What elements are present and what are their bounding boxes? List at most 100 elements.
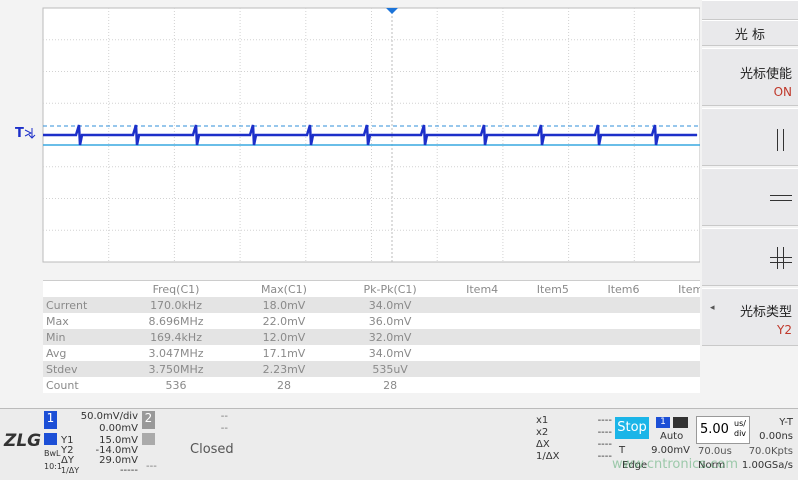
readout-label: 1/ΔX	[536, 451, 560, 462]
cell: 3.047MHz	[148, 346, 204, 360]
cell	[657, 329, 700, 345]
table-row: Min 169.4kHz 12.0mV 32.0mV	[43, 329, 700, 345]
readout-label: x2	[536, 427, 549, 438]
header-row: Freq(C1) Max(C1) Pk-Pk(C1) Item4 Item5 Item6 I…	[43, 281, 700, 297]
memory-depth: 70.0Kpts	[748, 446, 793, 457]
status-bar: ZLG 1 50.0mV/div 0.00mV BwL 10:1 Y1 15.0…	[0, 408, 798, 480]
cell: 17.1mV	[262, 346, 306, 360]
cell	[445, 361, 516, 377]
cell: 170.0kHz	[150, 298, 202, 312]
column-header: Item5	[536, 282, 569, 296]
row-label: Count	[46, 378, 79, 392]
cell	[587, 345, 658, 361]
type-label: 光标类型	[739, 305, 792, 320]
ch2-extra: ---	[146, 461, 157, 472]
menu-title: 光 标	[702, 20, 798, 46]
ch2-coupling	[142, 433, 155, 445]
cell: 28	[276, 378, 291, 392]
trigger-level: 9.00mV	[651, 445, 690, 456]
ch2-scale: --	[220, 411, 228, 422]
timebase-unit-bottom: div	[734, 429, 747, 438]
cell	[516, 313, 587, 329]
row-label: Avg	[46, 346, 67, 360]
cell: 36.0mV	[368, 314, 412, 328]
cell: 3.750MHz	[148, 362, 204, 376]
cell	[587, 297, 658, 313]
cell	[445, 297, 516, 313]
ch1-number[interactable]: 1	[44, 411, 57, 429]
enable-value: ON	[773, 85, 792, 99]
cell: 535uV	[372, 362, 408, 376]
y1-label: Y1	[61, 435, 74, 446]
cell	[445, 313, 516, 329]
cell	[516, 329, 587, 345]
ch1-offset: 0.00mV	[99, 423, 138, 434]
cell: 22.0mV	[262, 314, 306, 328]
dy: 29.0mV	[99, 455, 138, 466]
cell: 536	[165, 378, 187, 392]
acq-mode: Norm	[698, 460, 726, 471]
timebase-unit-top: us/	[734, 419, 746, 428]
ch2-number[interactable]: 2	[142, 411, 155, 429]
readout-value: ----	[597, 427, 612, 438]
cell	[445, 329, 516, 345]
trigger-level-label: T	[619, 445, 626, 456]
waveform-view: T	[15, 7, 700, 263]
cell	[587, 377, 658, 393]
corner	[43, 281, 116, 297]
readout-value: ----	[597, 451, 612, 462]
table-row: Stdev 3.750MHz 2.23mV 535uV	[43, 361, 700, 377]
measure-table: Freq(C1) Max(C1) Pk-Pk(C1) Item4 Item5 Item6 I…	[43, 280, 700, 393]
cell: 8.696MHz	[148, 314, 204, 328]
y1: 15.0mV	[99, 435, 138, 446]
trigger-type: Edge	[622, 460, 648, 471]
cell: 32.0mV	[368, 330, 412, 344]
column-header: Item4	[466, 282, 499, 296]
channel-marker	[24, 128, 36, 139]
readout-label: x1	[536, 415, 549, 426]
inv-dy: -----	[119, 465, 138, 476]
cell: 2.23mV	[262, 362, 306, 376]
cell	[445, 377, 516, 393]
column-header: Pk-Pk(C1)	[363, 282, 417, 296]
cursor-readout: x1 ---- x2 ---- ΔX ---- 1/ΔX ----	[536, 415, 612, 463]
cell	[587, 361, 658, 377]
run-stop[interactable]: Stop	[615, 417, 649, 439]
table-row: Avg 3.047MHz 17.1mV 34.0mV	[43, 345, 700, 361]
readout-value: ----	[597, 439, 612, 450]
timebase-box[interactable]: 5.00 us/ div	[696, 416, 750, 444]
menu-horizontal-cursors[interactable]	[702, 168, 798, 226]
timebase-mode: Y-T	[779, 417, 793, 428]
column-header: Max(C1)	[260, 282, 307, 296]
enable-label: 光标使能	[739, 67, 792, 82]
ch1-scale: 50.0mV/div	[80, 411, 138, 422]
ch2-status: Closed	[190, 442, 234, 457]
y2-label: Y2	[61, 445, 74, 456]
table-row: Current 170.0kHz 18.0mV 34.0mV	[43, 297, 700, 313]
ch1-bw: BwL	[44, 449, 61, 458]
readout-row: ΔX ----	[536, 439, 612, 451]
row-label: Current	[46, 298, 88, 312]
menu-enable[interactable]: 光标使能 ON	[702, 48, 798, 106]
cell	[516, 361, 587, 377]
y2: -14.0mV	[95, 445, 138, 456]
cell	[516, 297, 587, 313]
column-header: Freq(C1)	[152, 282, 200, 296]
cell	[516, 345, 587, 361]
type-value: Y2	[777, 323, 792, 337]
menu-cursor-type[interactable]: ◂ 光标类型 Y2	[702, 288, 798, 346]
icon	[770, 257, 792, 263]
column-header: Item7	[678, 282, 700, 296]
menu-top	[702, 0, 798, 20]
icon	[770, 195, 792, 201]
readout-label: ΔX	[536, 439, 550, 450]
ch1-coupling	[44, 433, 57, 445]
cell: 34.0mV	[368, 346, 412, 360]
menu-vertical-cursors[interactable]	[702, 108, 798, 166]
cell	[587, 329, 658, 345]
inv-dy-label: 1/ΔY	[61, 466, 80, 475]
menu-cross-cursors[interactable]	[702, 228, 798, 286]
table-row: Count 536 28 28	[43, 377, 700, 393]
cell: 169.4kHz	[150, 330, 202, 344]
